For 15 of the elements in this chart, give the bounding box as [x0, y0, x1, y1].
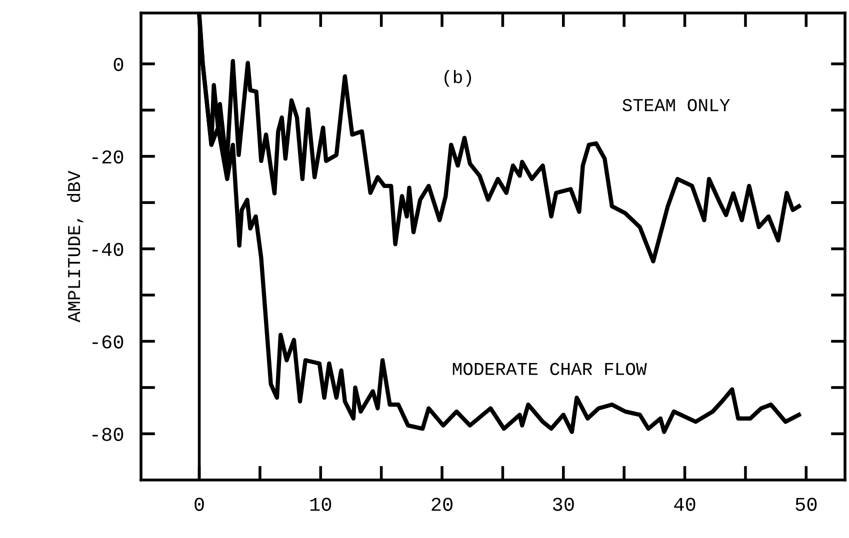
- x-tick-label: 10: [310, 498, 332, 511]
- y-tick-label: -60: [92, 335, 124, 349]
- text: STEAM ONLY: [622, 98, 730, 112]
- x-tick-label: 40: [674, 498, 696, 511]
- y-tick-label: -20: [92, 150, 124, 164]
- y-tick-label: 0: [114, 58, 124, 72]
- y-tick-label: -80: [92, 428, 124, 441]
- annotation: (b): [444, 70, 472, 87]
- x-tick-label: 30: [552, 498, 574, 511]
- text: MODERATE CHAR FLOW: [452, 362, 647, 376]
- x-tick-label: 0: [194, 498, 204, 511]
- x-tick-label: 20: [432, 498, 452, 511]
- x-tick-label: 50: [796, 498, 817, 511]
- y-axis-title: AMPLITUDE, dBV: [66, 170, 84, 322]
- y-tick-label: -40: [92, 242, 124, 256]
